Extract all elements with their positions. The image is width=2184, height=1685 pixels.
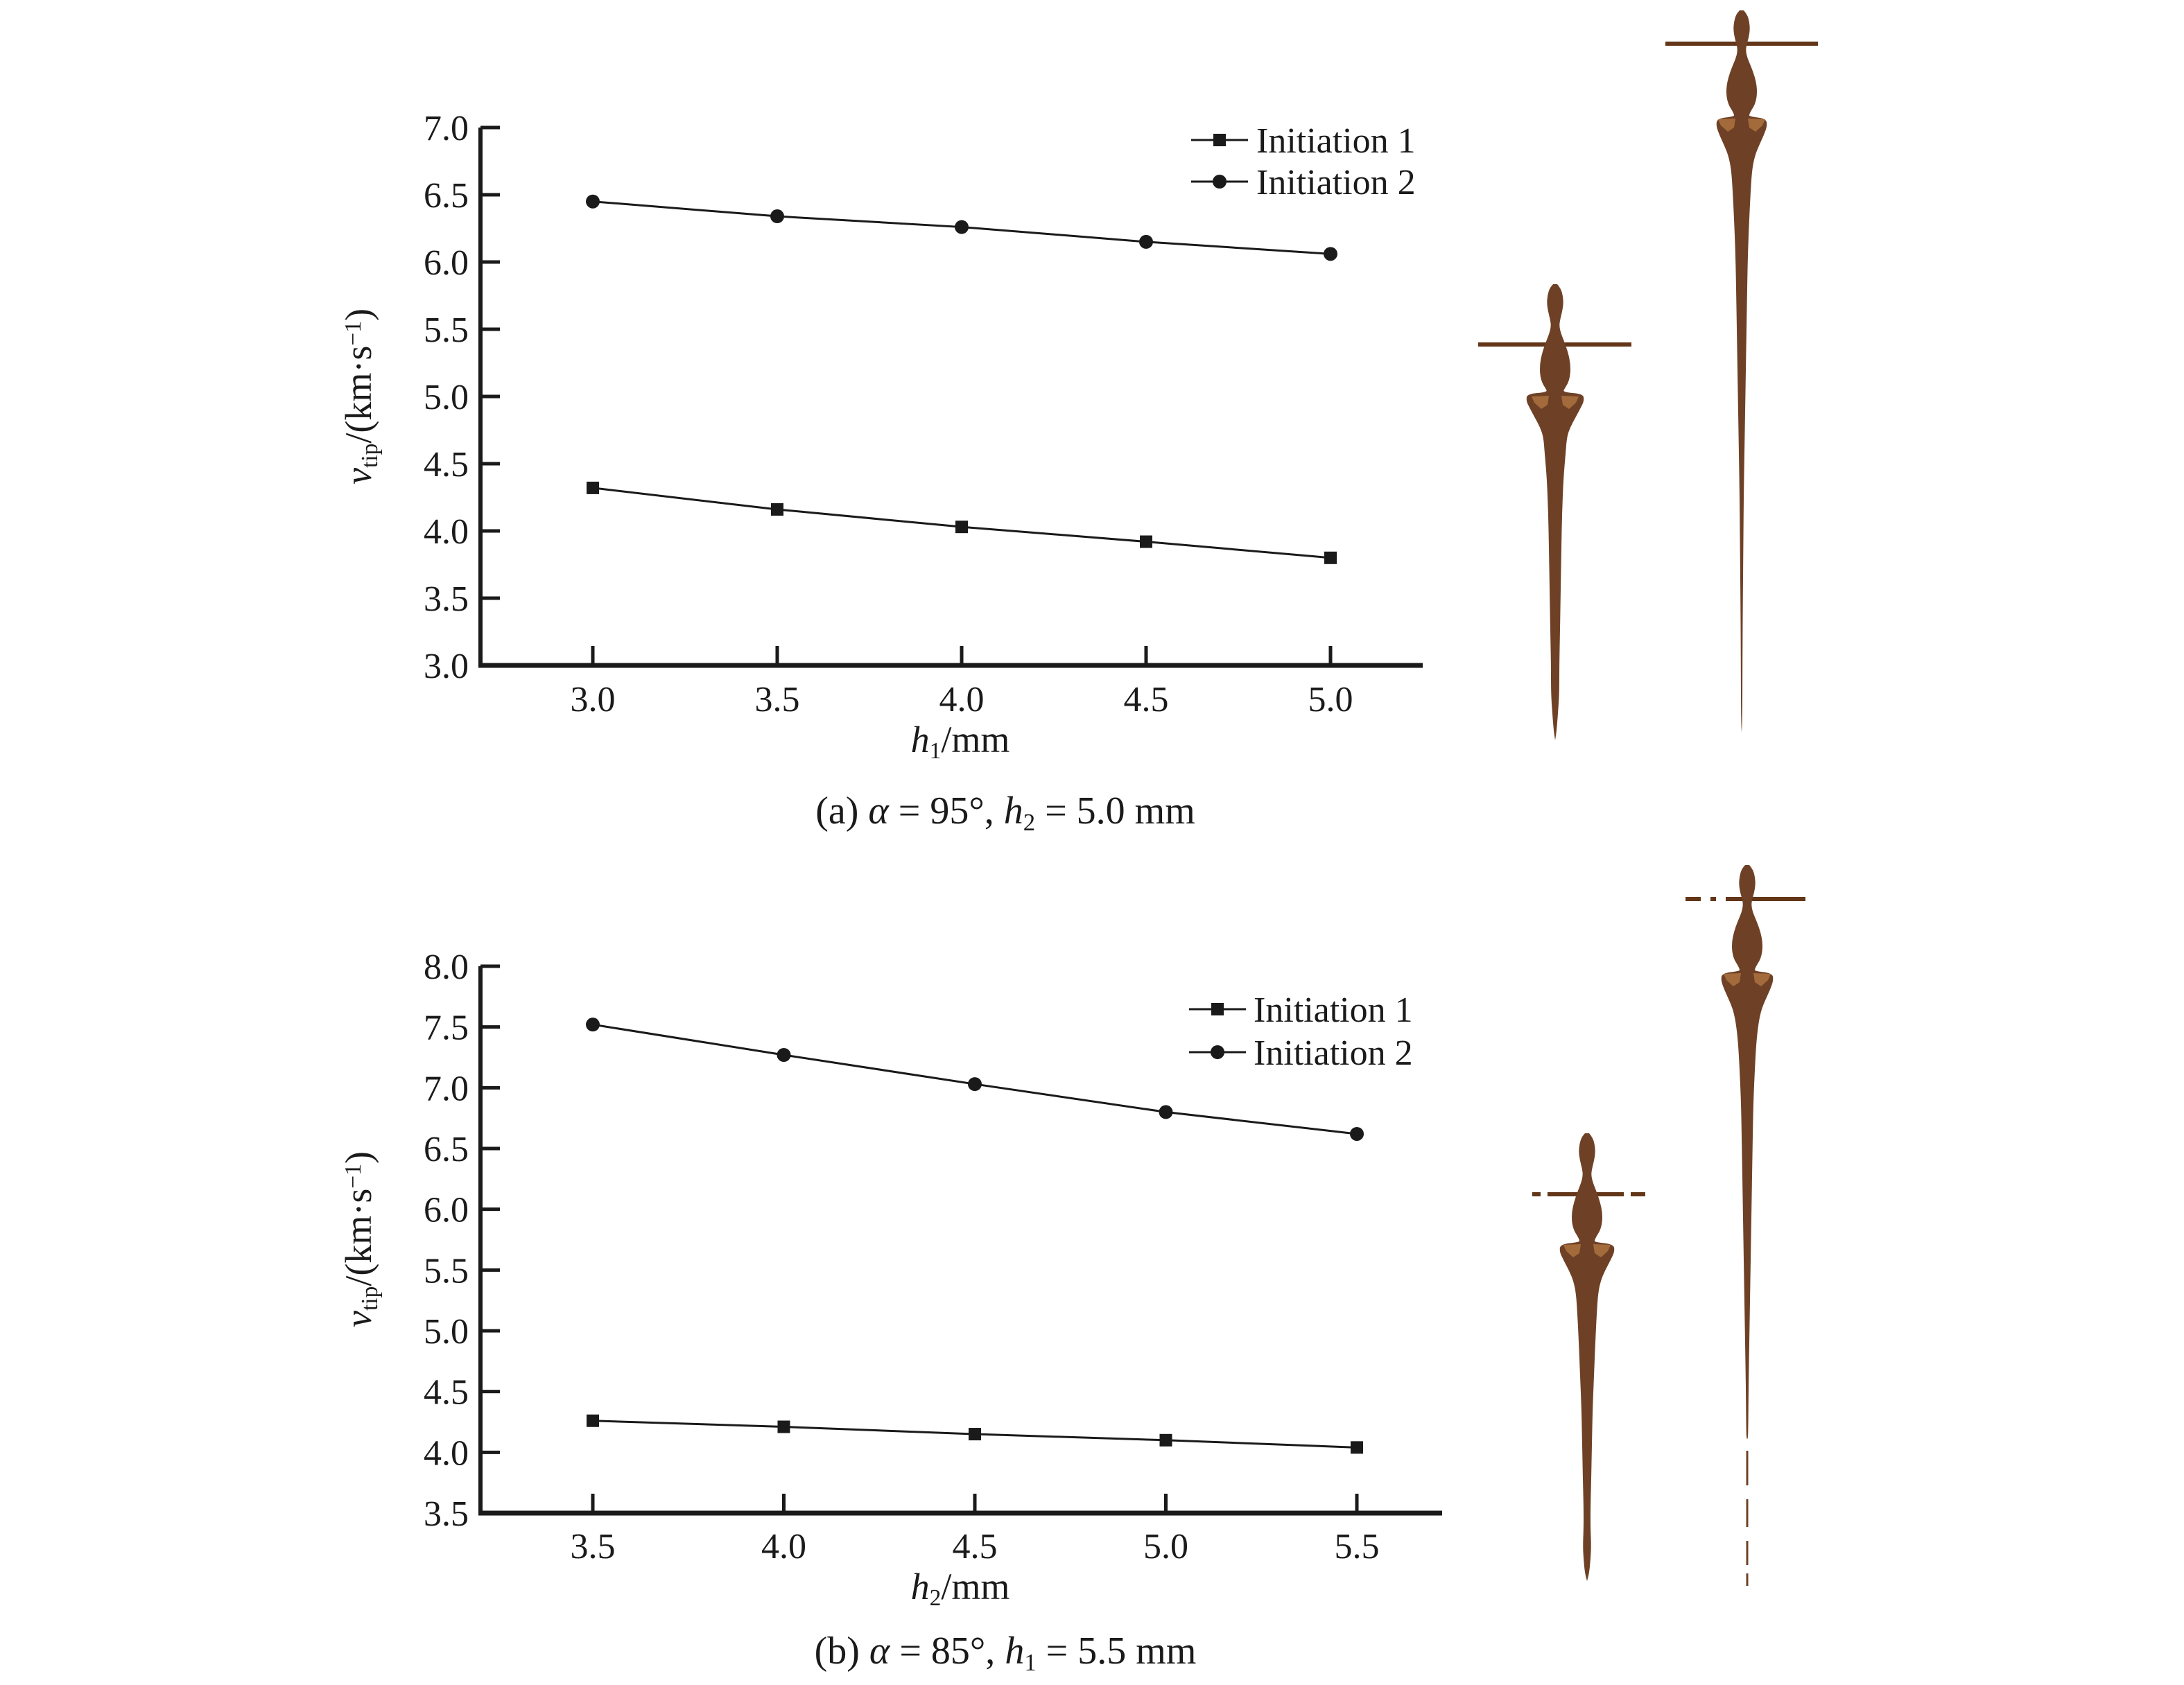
svg-text:5.0: 5.0 (1308, 680, 1353, 719)
svg-text:4.0: 4.0 (939, 680, 985, 719)
svg-text:Initiation 2: Initiation 2 (1254, 1033, 1413, 1073)
svg-text:5.5: 5.5 (1335, 1527, 1380, 1566)
svg-text:4.5: 4.5 (424, 1373, 469, 1413)
svg-text:4.0: 4.0 (424, 512, 469, 552)
svg-text:7.0: 7.0 (424, 109, 469, 148)
svg-text:3.0: 3.0 (571, 680, 616, 719)
y-axis-label-b: vtip/(km·s−1) (338, 1151, 383, 1327)
chart-panel-a: 3.0 3.5 4.0 4.5 5.0 5.5 6.0 6.5 7.0 3.0 3.5 4.0 4.5 5… (424, 109, 1423, 719)
svg-text:3.5: 3.5 (424, 1494, 469, 1534)
x-axis-label-b: h2/mm (910, 1566, 1010, 1612)
y-axis-label-a: vtip/(km·s−1) (338, 308, 383, 484)
svg-text:5.0: 5.0 (424, 1312, 469, 1352)
svg-text:4.5: 4.5 (1124, 680, 1169, 719)
jet-snapshot-b-initiation2 (1685, 865, 1805, 1586)
svg-text:3.5: 3.5 (755, 680, 800, 719)
svg-text:4.5: 4.5 (953, 1527, 998, 1566)
svg-text:8.0: 8.0 (424, 948, 469, 987)
jet-snapshot-a-initiation2 (1665, 10, 1818, 733)
svg-text:Initiation 2: Initiation 2 (1256, 163, 1416, 202)
svg-text:6.5: 6.5 (424, 176, 469, 216)
svg-text:3.5: 3.5 (424, 579, 469, 619)
svg-text:3.0: 3.0 (424, 647, 469, 686)
svg-text:Initiation 1: Initiation 1 (1256, 121, 1416, 161)
x-axis-label-a: h1/mm (910, 719, 1010, 765)
chart-panel-b: 3.5 4.0 4.5 5.0 5.5 6.0 6.5 7.0 7.5 8.0 3.5 4.0 4.5 5… (424, 948, 1442, 1566)
svg-text:6.5: 6.5 (424, 1130, 469, 1169)
svg-text:6.0: 6.0 (424, 1191, 469, 1230)
svg-text:4.5: 4.5 (424, 445, 469, 484)
svg-text:5.0: 5.0 (1143, 1527, 1188, 1566)
svg-text:5.0: 5.0 (424, 378, 469, 417)
jet-snapshot-b-initiation1 (1532, 1133, 1645, 1581)
svg-text:5.5: 5.5 (424, 1251, 469, 1291)
svg-text:4.0: 4.0 (424, 1433, 469, 1473)
jet-snapshot-a-initiation1 (1478, 284, 1631, 740)
svg-text:7.5: 7.5 (424, 1009, 469, 1048)
caption-panel-a: (a) α = 95°, h2 = 5.0 mm (815, 789, 1195, 836)
svg-text:5.5: 5.5 (424, 311, 469, 350)
caption-panel-b: (b) α = 85°, h1 = 5.5 mm (814, 1630, 1197, 1676)
svg-text:6.0: 6.0 (424, 243, 469, 283)
svg-text:Initiation 1: Initiation 1 (1254, 990, 1413, 1030)
svg-text:3.5: 3.5 (571, 1527, 616, 1566)
svg-text:4.0: 4.0 (761, 1527, 806, 1566)
svg-text:7.0: 7.0 (424, 1069, 469, 1108)
